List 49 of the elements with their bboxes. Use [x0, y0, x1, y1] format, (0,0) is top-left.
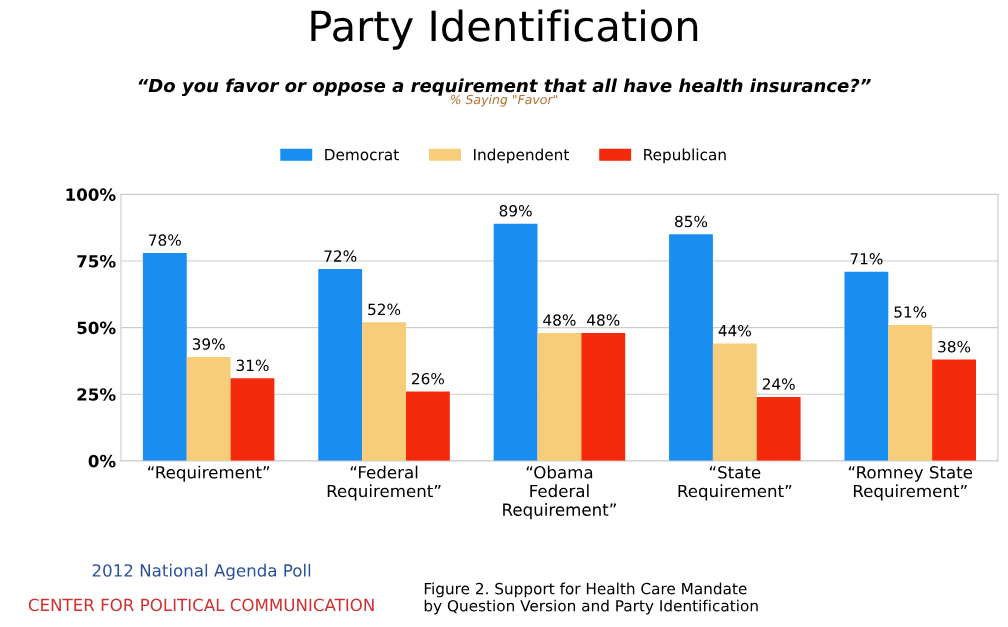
y-tick-label: 75% — [77, 254, 116, 268]
data-label: 85% — [675, 215, 708, 228]
y-tick-label: 100% — [66, 188, 116, 201]
x-tick-label: “State Requirement” — [678, 466, 792, 501]
chart-subtitle: “Do you favor or oppose a requirement that all have health insurance?” — [138, 78, 871, 96]
text: % Saying "Favor" — [450, 94, 558, 107]
data-label: 26% — [412, 372, 445, 385]
data-label: 72% — [324, 250, 357, 262]
bar — [712, 343, 757, 461]
bar — [888, 324, 933, 461]
x-tick-label: “Romney State Requirement” — [848, 466, 973, 501]
data-label: 52% — [368, 303, 401, 316]
y-tick-label: 25% — [77, 388, 116, 401]
y-tick-label: 0% — [88, 454, 116, 468]
data-label: 24% — [762, 378, 795, 390]
data-label: 44% — [718, 324, 751, 337]
bar — [405, 391, 450, 461]
text: CENTER FOR POLITICAL COMMUNICATION — [28, 598, 374, 612]
bar — [669, 234, 713, 461]
bar — [844, 271, 889, 461]
x-tick-label: “Requirement” — [148, 465, 270, 482]
x-tick-label: “Obama Federal Requirement” — [503, 465, 616, 520]
bar — [756, 396, 801, 461]
chart-title: Party Identification — [311, 9, 698, 50]
bar — [142, 252, 187, 461]
legend-label: Independent — [474, 148, 569, 164]
y-tick-label: 50% — [77, 321, 116, 335]
data-label: 39% — [192, 338, 225, 350]
bar — [581, 332, 626, 461]
data-label: 31% — [236, 359, 269, 372]
data-label: 48% — [587, 314, 620, 326]
caption: Figure 2. Support for Health Care Mandate by Question Version and Party Identification — [424, 582, 758, 615]
data-label: 71% — [850, 252, 883, 265]
data-label: 48% — [543, 314, 576, 326]
bar — [186, 356, 231, 461]
legend-label: Republican — [644, 148, 726, 164]
x-tick-label: “Federal Requirement” — [327, 465, 441, 501]
data-label: 38% — [938, 340, 971, 353]
text: 2012 National Agenda Poll — [92, 563, 311, 580]
bar — [537, 332, 582, 461]
bar — [932, 359, 976, 461]
bar — [230, 378, 275, 461]
bar — [362, 322, 406, 461]
bar — [493, 223, 538, 461]
bar — [318, 268, 363, 461]
data-label: 51% — [894, 306, 927, 318]
legend-label: Democrat — [325, 149, 399, 161]
data-label: 89% — [499, 205, 532, 217]
data-label: 78% — [149, 234, 181, 246]
